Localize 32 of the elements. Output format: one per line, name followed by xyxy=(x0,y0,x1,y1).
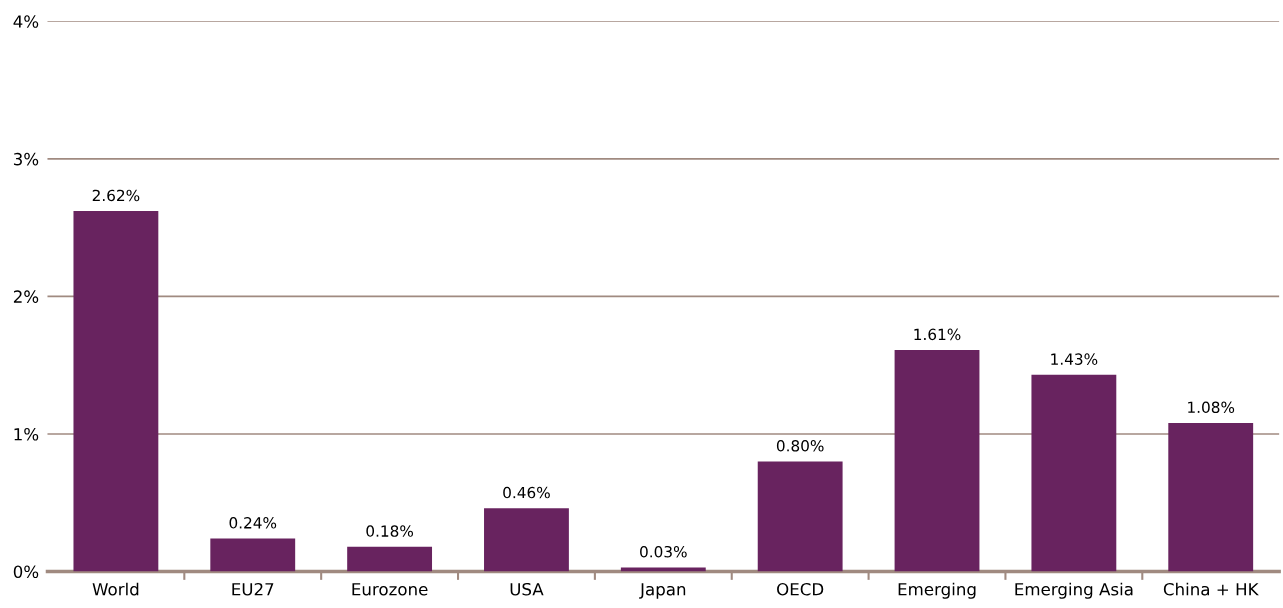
x-tick-label: OECD xyxy=(777,582,824,596)
x-tick-label: Eurozone xyxy=(352,583,428,596)
bar xyxy=(620,567,706,572)
y-tick-label: 2% xyxy=(13,290,39,303)
data-label: 1.08% xyxy=(1188,401,1235,414)
x-tick-label: Emerging xyxy=(898,582,976,599)
bar xyxy=(1168,422,1254,572)
y-tick-label: 1% xyxy=(14,427,39,441)
x-tick-label: China + HK xyxy=(1163,582,1259,596)
data-label: 2.62% xyxy=(92,189,140,202)
bar xyxy=(73,211,159,572)
data-label: 0.24% xyxy=(229,517,277,529)
data-label: 0.18% xyxy=(366,525,414,537)
data-label: 1.43% xyxy=(1051,353,1098,365)
y-tick-label: 3% xyxy=(13,152,39,166)
y-tick-label: 4% xyxy=(13,15,39,28)
bar xyxy=(210,538,296,572)
x-tick-label: USA xyxy=(510,582,544,596)
data-label: 0.46% xyxy=(503,486,550,499)
y-tick-label: 0% xyxy=(13,565,39,579)
bar xyxy=(484,508,569,572)
data-label: 0.03% xyxy=(640,545,687,558)
bar xyxy=(894,350,980,572)
x-tick-label: Japan xyxy=(639,583,686,599)
data-label: 1.61% xyxy=(914,328,961,341)
data-label: 0.80% xyxy=(776,440,824,452)
bar xyxy=(1031,374,1117,572)
x-tick-label: World xyxy=(92,582,139,596)
bar xyxy=(757,461,843,572)
x-tick-label: Emerging Asia xyxy=(1015,582,1133,599)
bar xyxy=(347,546,433,572)
x-tick-label: EU27 xyxy=(232,582,274,596)
